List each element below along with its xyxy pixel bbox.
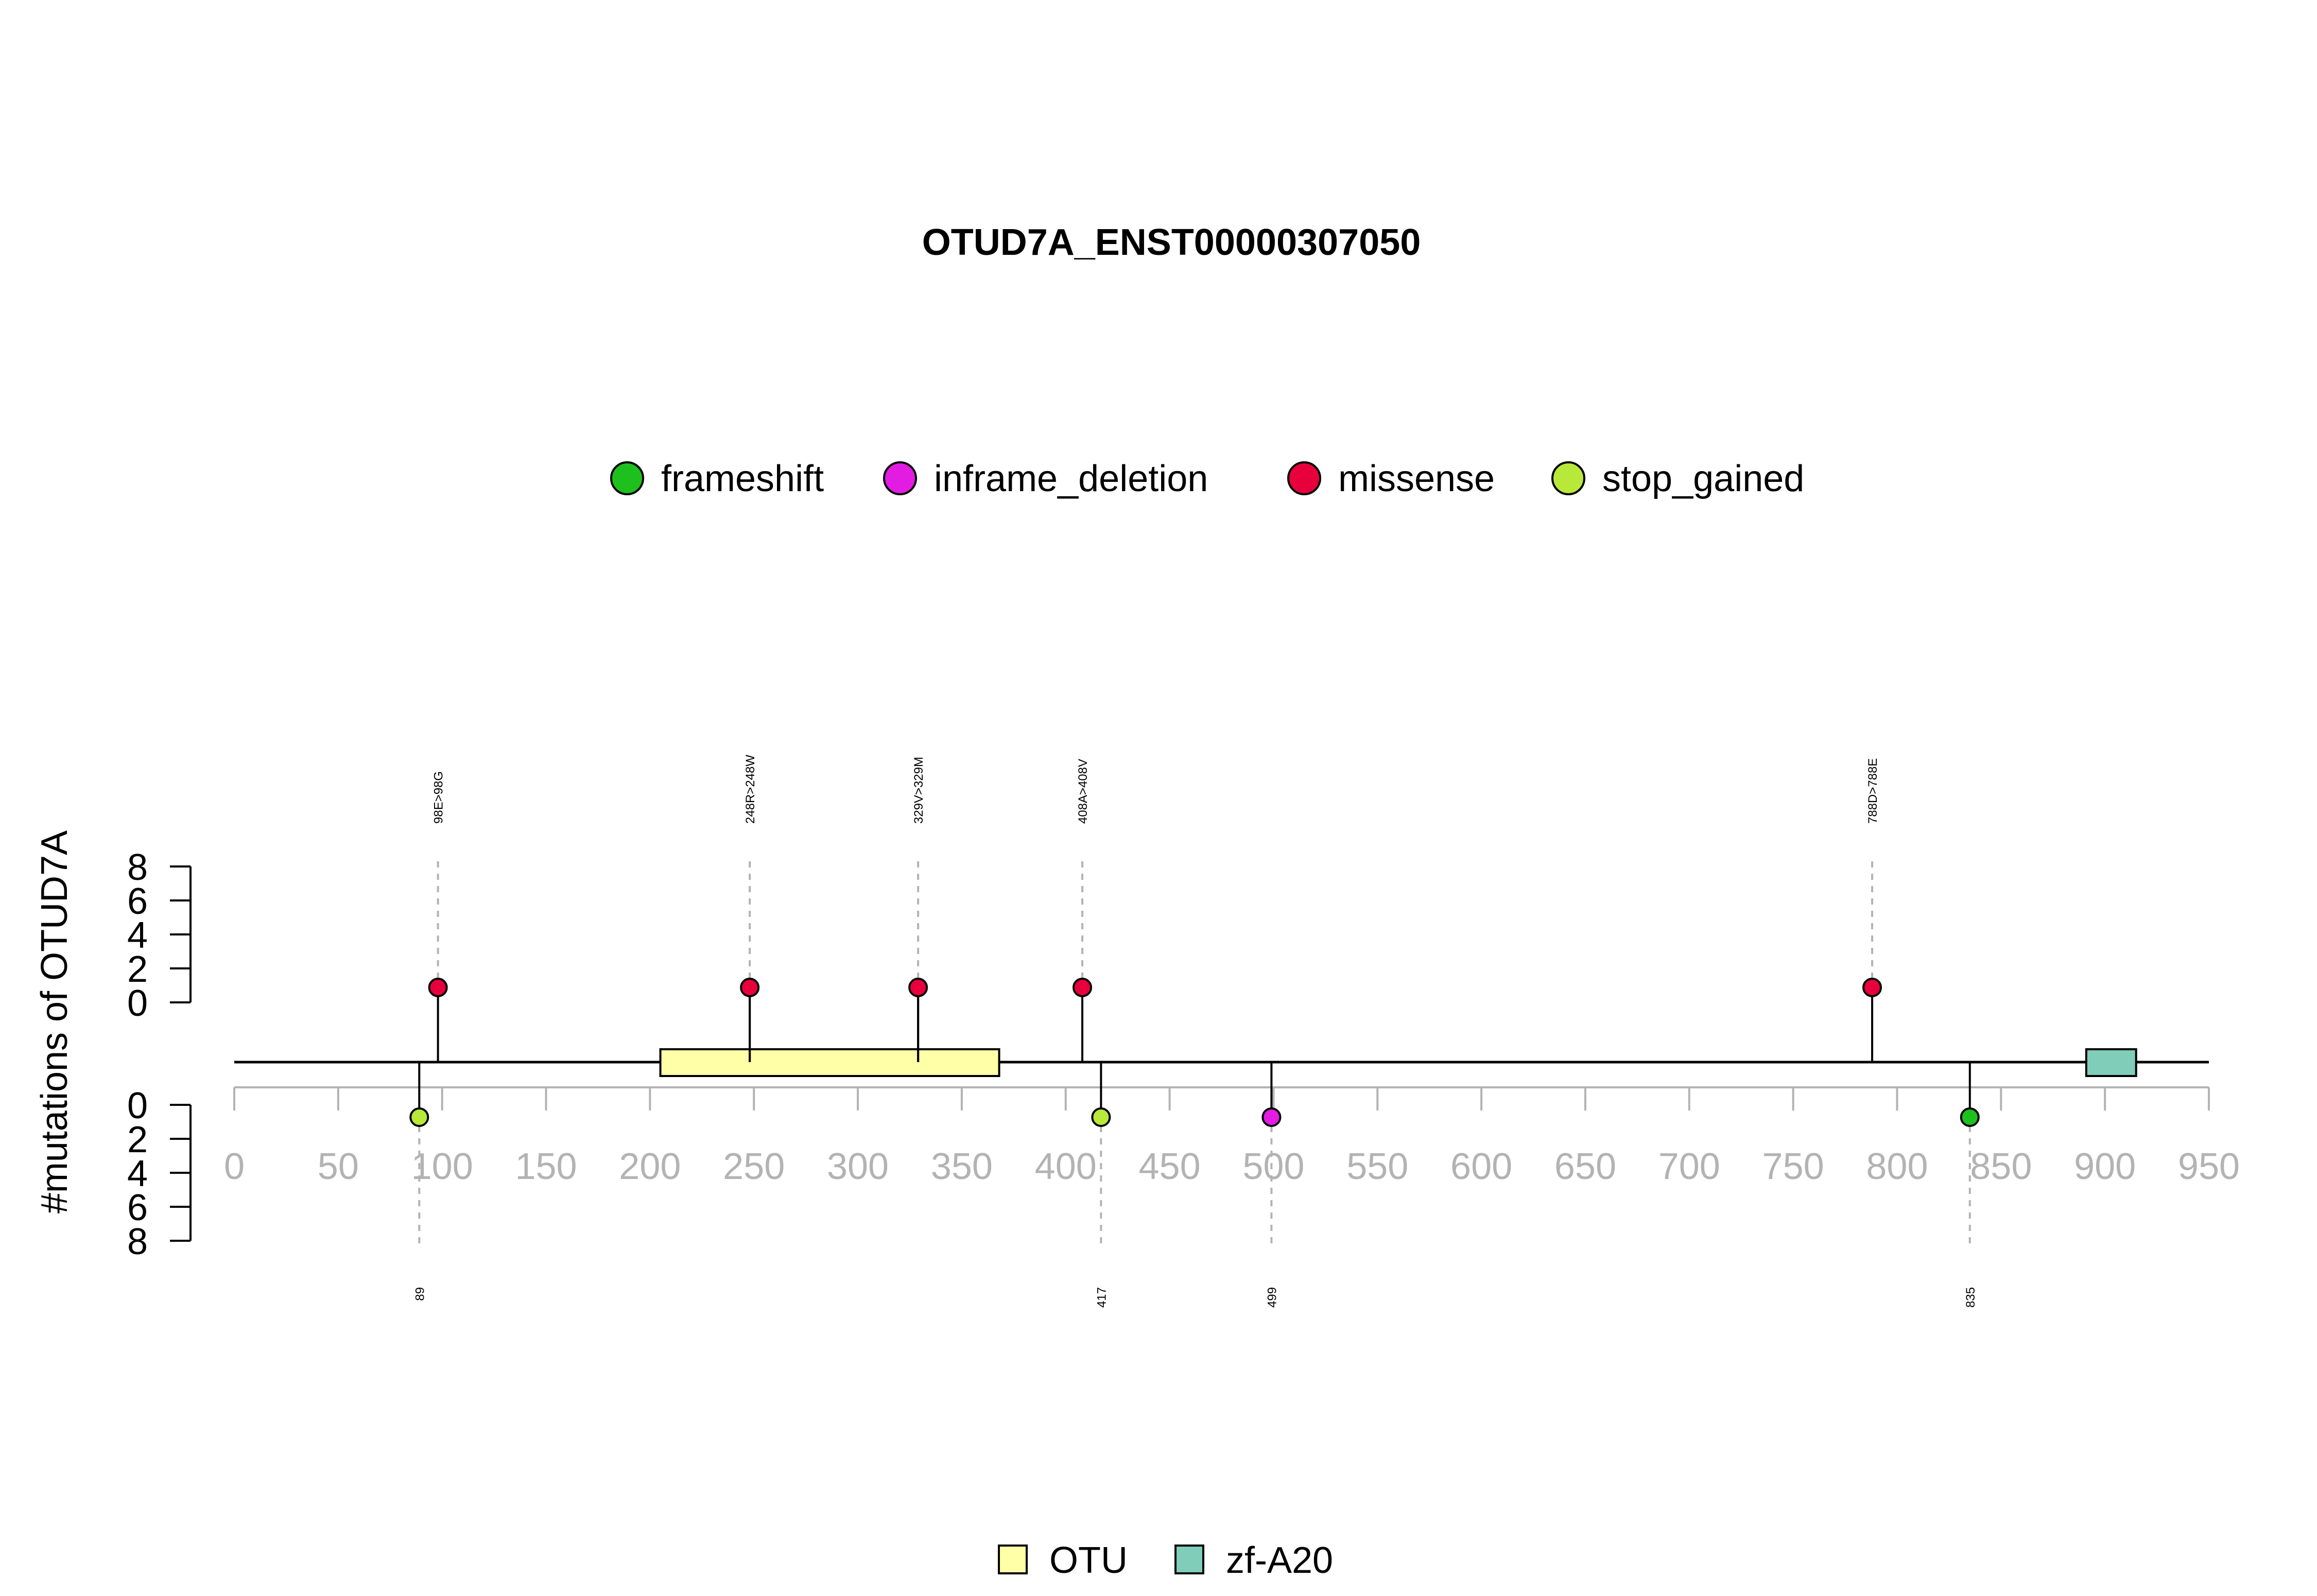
y-tick-label-bottom: 2 [127,1119,148,1160]
legend-label: inframe_deletion [934,458,1208,499]
domain-otu [659,1048,1000,1077]
mutations-top: 98E>98G 248R>248W 329V>329M 408A>408V 788D>7… [428,755,1882,1062]
y-tick-label-bottom: 6 [127,1187,148,1228]
mutation-top-98: 98E>98G [428,771,448,1062]
x-tick-label: 850 [1970,1146,2032,1187]
y-tick-label-top: 8 [127,847,148,888]
legend-item-missense: missense [1287,458,1495,499]
domain-legend: OTU zf-A20 [998,1540,1333,1581]
mutation-dot [1091,1107,1111,1127]
mutation-label: 408A>408V [1076,759,1090,824]
mutation-dot [740,978,760,997]
y-tick-label-top: 4 [127,915,148,956]
x-tick-label: 150 [515,1146,577,1187]
x-tick-label: 900 [2074,1146,2136,1187]
mutation-label: 835 [1964,1287,1978,1308]
x-tick-label: 650 [1554,1146,1616,1187]
x-tick-label: 200 [619,1146,681,1187]
domain-legend-swatch [1174,1545,1204,1574]
legend-marker [1287,461,1321,495]
x-axis: 0 50 100 150 200 250 300 350 400 450 500 550 600 650 7… [224,1086,2240,1187]
x-tick-label: 700 [1658,1146,1720,1187]
y-tick-label-bottom: 0 [127,1085,148,1126]
y-tick-label-bottom: 4 [127,1153,148,1194]
legend-label: frameshift [661,458,824,499]
x-tick-label: 250 [723,1146,785,1187]
mutations-bottom: 89 417 499 835 [409,1062,1980,1308]
y-tick-label-bottom: 8 [127,1221,148,1262]
mutation-dot [908,978,928,997]
legend-label: missense [1338,458,1495,499]
domain-legend-item-zf-a20: zf-A20 [1174,1540,1333,1581]
mutation-top-248: 248R>248W [740,755,760,1062]
mutation-dot [1073,978,1093,997]
y-tick-label-top: 6 [127,881,148,922]
mutation-label: 499 [1265,1287,1279,1308]
y-tick-label-top: 0 [127,983,148,1024]
mutation-label: 89 [413,1287,427,1301]
domain-legend-label: zf-A20 [1226,1540,1333,1581]
chart-title: OTUD7A_ENST00000307050 [922,222,1421,263]
legend-marker [1551,461,1585,495]
mutation-dot [428,978,448,997]
x-tick-label: 350 [931,1146,993,1187]
mutation-dot [1261,1107,1282,1127]
mutation-bottom-499: 499 [1261,1062,1282,1308]
x-tick-label: 600 [1450,1146,1512,1187]
legend-marker [883,461,917,495]
mutation-label: 788D>788E [1866,758,1880,824]
x-tick-label: 300 [827,1146,889,1187]
x-tick-label: 750 [1762,1146,1824,1187]
legend-item-inframe-deletion: inframe_deletion [883,458,1208,499]
mutation-bottom-89: 89 [409,1062,429,1301]
mutation-top-408: 408A>408V [1073,759,1093,1062]
mutation-label: 417 [1095,1287,1109,1308]
domain-legend-item-otu: OTU [998,1540,1128,1581]
mutation-bottom-417: 417 [1091,1062,1111,1308]
mutation-top-329: 329V>329M [908,757,928,1062]
x-tick-label: 550 [1346,1146,1408,1187]
x-tick-label: 800 [1866,1146,1928,1187]
mutation-dot [1862,978,1882,997]
legend-item-frameshift: frameshift [610,458,824,499]
mutation-top-788: 788D>788E [1862,758,1882,1062]
domain-legend-swatch [998,1545,1028,1574]
x-tick-label: 50 [318,1146,359,1187]
domain-zf-a20 [2085,1048,2137,1077]
mutation-legend: frameshift inframe_deletion missense stop_g… [610,458,1804,499]
protein-domains [659,996,2137,1077]
mutation-dot [409,1107,429,1127]
x-tick-label: 950 [2178,1146,2240,1187]
x-tick-label: 100 [411,1146,473,1187]
mutation-label: 248R>248W [743,755,757,824]
y-tick-label-top: 2 [127,949,148,990]
legend-item-stop-gained: stop_gained [1551,458,1804,499]
y-axis-label: #mutations of OTUD7A [34,830,75,1213]
mutation-dot [1960,1107,1980,1127]
x-tick-label: 450 [1139,1146,1201,1187]
mutation-bottom-835: 835 [1960,1062,1980,1308]
x-tick-label: 0 [224,1146,245,1187]
domain-legend-label: OTU [1049,1540,1128,1581]
mutation-label: 98E>98G [432,771,446,824]
x-tick-label: 500 [1242,1146,1304,1187]
mutation-label: 329V>329M [912,757,926,824]
legend-marker [610,461,644,495]
legend-label: stop_gained [1602,458,1804,499]
x-tick-label: 400 [1035,1146,1097,1187]
